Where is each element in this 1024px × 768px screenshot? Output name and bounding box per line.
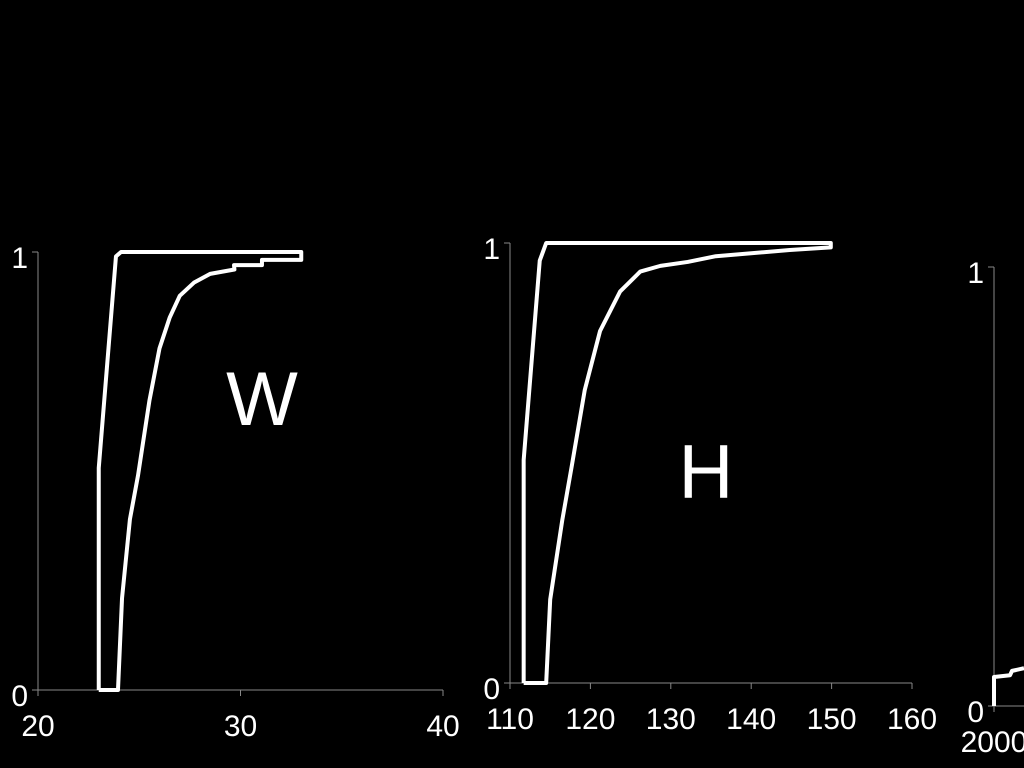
x-tick-label: 2000 (961, 726, 1024, 759)
x-tick-label: 120 (565, 703, 615, 736)
y-tick-label: 0 (967, 696, 984, 729)
y-tick-label: 0 (11, 680, 28, 713)
annotation: H (679, 430, 734, 515)
x-tick-label: 40 (426, 710, 459, 743)
y-tick-label: 1 (11, 242, 28, 275)
x-tick-label: 20 (21, 710, 54, 743)
x-tick-label: 110 (486, 703, 534, 736)
cdf-line (96, 250, 304, 692)
cdf-line (521, 241, 833, 685)
x-tick-label: 140 (726, 703, 776, 736)
x-tick-label: 150 (807, 703, 857, 736)
x-tick-label: 160 (887, 703, 937, 736)
annotation: W (226, 357, 298, 442)
y-tick-label: 1 (967, 257, 984, 290)
y-tick-label: 1 (483, 233, 500, 266)
x-tick-label: 130 (646, 703, 696, 736)
x-tick-label: 30 (224, 710, 257, 743)
y-tick-label: 0 (483, 673, 500, 706)
cdf-line (992, 666, 1024, 706)
